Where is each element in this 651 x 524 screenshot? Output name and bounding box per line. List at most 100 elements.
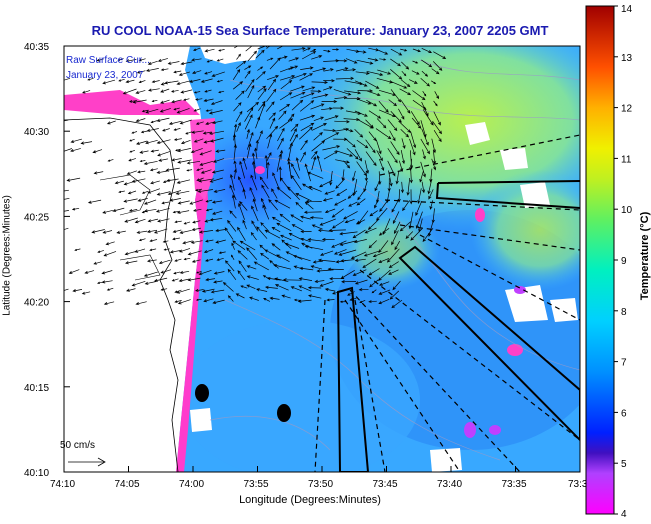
current-vector <box>336 188 348 196</box>
current-vector <box>160 88 170 93</box>
current-vector <box>205 208 213 212</box>
current-vector <box>144 281 157 285</box>
current-vector <box>215 228 226 233</box>
current-vector <box>395 171 400 185</box>
current-vector <box>369 279 379 288</box>
colorbar-tick-label: 12 <box>621 104 633 115</box>
current-vector <box>196 167 204 171</box>
current-vector <box>131 280 146 287</box>
current-vector <box>156 139 171 145</box>
current-vector <box>125 260 138 265</box>
current-vector <box>159 108 171 113</box>
current-vector <box>127 190 137 195</box>
current-vector <box>268 198 278 211</box>
current-vector <box>319 218 336 226</box>
current-vector <box>260 252 270 260</box>
current-vector <box>195 98 203 101</box>
survey-lines <box>314 134 580 472</box>
current-vector <box>235 60 247 69</box>
current-vector <box>203 249 214 254</box>
current-vector <box>300 237 311 243</box>
current-vector <box>229 173 235 191</box>
current-vector <box>341 169 345 182</box>
current-vector <box>129 138 135 142</box>
current-vector <box>193 91 201 94</box>
x-tick-label: 74:00 <box>179 479 204 490</box>
current-vector <box>329 277 344 281</box>
current-vector <box>172 229 182 233</box>
current-vector <box>331 240 347 248</box>
current-vector <box>334 198 347 206</box>
current-vector <box>376 207 388 221</box>
current-vector <box>160 68 169 72</box>
current-vector <box>308 185 322 192</box>
current-vector <box>266 57 274 61</box>
current-vector <box>378 240 389 254</box>
current-vector <box>341 280 357 284</box>
current-vector <box>340 269 355 279</box>
current-vector <box>235 293 245 299</box>
current-vector <box>179 229 192 234</box>
current-vector <box>105 241 115 246</box>
colorbar-tick-label: 11 <box>621 154 632 165</box>
current-vector <box>401 138 406 149</box>
current-vector <box>218 251 226 255</box>
current-vector <box>428 189 434 200</box>
current-vector <box>156 191 171 196</box>
current-vector <box>344 90 362 95</box>
current-vector <box>193 108 201 112</box>
current-vector <box>368 268 380 276</box>
current-vector <box>284 242 300 249</box>
current-vector <box>246 265 257 270</box>
current-vector <box>322 86 333 91</box>
current-vector <box>218 90 225 94</box>
current-vector <box>213 189 226 193</box>
current-vector <box>233 168 237 179</box>
current-vector <box>160 99 170 104</box>
cloud-patch <box>190 408 212 432</box>
current-vector <box>178 278 190 283</box>
current-vector <box>269 259 279 269</box>
cloud-patch <box>505 285 548 322</box>
current-vector <box>366 90 381 97</box>
current-vector <box>304 245 324 251</box>
cloud-patch <box>520 182 550 208</box>
current-vector <box>377 269 391 281</box>
current-vector <box>301 183 313 191</box>
current-vector <box>247 50 258 62</box>
current-vector <box>251 220 259 232</box>
current-vector <box>257 85 267 93</box>
current-vector <box>129 149 136 153</box>
current-vector <box>406 177 411 196</box>
current-vector <box>401 61 410 70</box>
current-vector <box>263 298 271 302</box>
current-vector <box>171 278 179 282</box>
current-vector <box>338 249 357 256</box>
x-tick-label: 73:35 <box>502 479 527 490</box>
cold-speckle <box>514 286 526 294</box>
current-vector <box>215 239 226 244</box>
current-vector <box>387 148 398 164</box>
current-vector <box>199 160 214 166</box>
current-vector <box>117 58 124 61</box>
current-vector <box>305 199 322 204</box>
current-vector <box>204 89 212 93</box>
current-vector <box>400 128 410 138</box>
current-vector <box>266 161 270 179</box>
current-vector <box>147 188 161 194</box>
current-vector <box>242 188 247 199</box>
current-vector <box>204 71 213 75</box>
cold-speckle <box>489 425 501 435</box>
current-vector <box>156 170 168 174</box>
current-vector <box>319 179 333 188</box>
current-vector <box>307 286 322 290</box>
current-vector <box>227 295 234 302</box>
current-vector <box>162 240 169 243</box>
current-vector <box>310 89 322 93</box>
current-vector <box>399 221 412 232</box>
current-vector <box>311 140 326 152</box>
current-vector <box>125 59 137 63</box>
current-vector <box>410 111 420 126</box>
cold-core-region <box>190 125 310 235</box>
